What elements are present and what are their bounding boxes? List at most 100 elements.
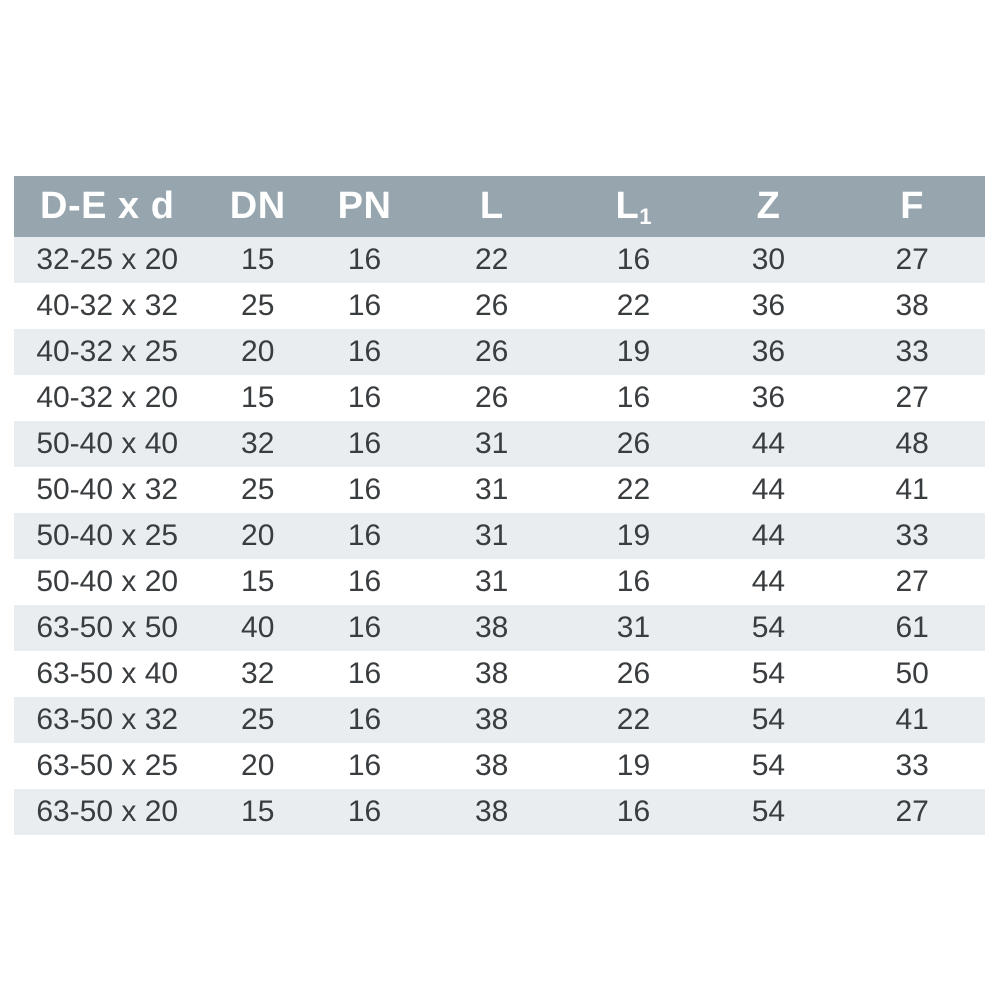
- table-header-row: D-E x d DN PN L L1 Z F: [14, 176, 985, 237]
- value-cell: 54: [697, 697, 840, 743]
- value-cell: 38: [839, 283, 985, 329]
- table-row: 32-25 x 20 15 16 22 16 30 27: [14, 237, 985, 283]
- value-cell: 19: [569, 743, 698, 789]
- value-cell: 44: [697, 421, 840, 467]
- value-cell: 27: [839, 559, 985, 605]
- value-cell: 16: [314, 467, 415, 513]
- table-row: 50-40 x 40 32 16 31 26 44 48: [14, 421, 985, 467]
- table-row: 63-50 x 20 15 16 38 16 54 27: [14, 789, 985, 835]
- column-header-z: Z: [697, 176, 840, 237]
- value-cell: 27: [839, 237, 985, 283]
- value-cell: 22: [569, 467, 698, 513]
- value-cell: 44: [697, 513, 840, 559]
- value-cell: 16: [569, 789, 698, 835]
- column-header-d-e-x-d: D-E x d: [14, 176, 201, 237]
- value-cell: 36: [697, 329, 840, 375]
- value-cell: 26: [414, 329, 570, 375]
- value-cell: 30: [697, 237, 840, 283]
- dimension-cell: 63-50 x 32: [14, 697, 201, 743]
- value-cell: 38: [414, 605, 570, 651]
- value-cell: 31: [569, 605, 698, 651]
- value-cell: 16: [314, 237, 415, 283]
- value-cell: 44: [697, 559, 840, 605]
- table-row: 40-32 x 25 20 16 26 19 36 33: [14, 329, 985, 375]
- table-row: 40-32 x 20 15 16 26 16 36 27: [14, 375, 985, 421]
- dimension-cell: 50-40 x 32: [14, 467, 201, 513]
- value-cell: 22: [569, 283, 698, 329]
- value-cell: 38: [414, 697, 570, 743]
- value-cell: 36: [697, 375, 840, 421]
- value-cell: 31: [414, 513, 570, 559]
- value-cell: 54: [697, 651, 840, 697]
- dimension-cell: 40-32 x 20: [14, 375, 201, 421]
- table-row: 63-50 x 50 40 16 38 31 54 61: [14, 605, 985, 651]
- value-cell: 16: [314, 329, 415, 375]
- column-header-l1: L1: [569, 176, 698, 237]
- table-row: 50-40 x 20 15 16 31 16 44 27: [14, 559, 985, 605]
- table-row: 63-50 x 40 32 16 38 26 54 50: [14, 651, 985, 697]
- value-cell: 16: [314, 375, 415, 421]
- dimension-cell: 63-50 x 50: [14, 605, 201, 651]
- value-cell: 22: [569, 697, 698, 743]
- value-cell: 19: [569, 513, 698, 559]
- table-row: 40-32 x 32 25 16 26 22 36 38: [14, 283, 985, 329]
- value-cell: 16: [569, 375, 698, 421]
- value-cell: 16: [569, 559, 698, 605]
- value-cell: 54: [697, 789, 840, 835]
- value-cell: 19: [569, 329, 698, 375]
- dimension-spec-table: D-E x d DN PN L L1 Z F 32-25 x 20 15 16 22 16 30 27 4…: [14, 176, 985, 835]
- column-header-f: F: [839, 176, 985, 237]
- table-body: 32-25 x 20 15 16 22 16 30 27 40-32 x 32 25 16 26 22…: [14, 237, 985, 835]
- value-cell: 31: [414, 559, 570, 605]
- value-cell: 16: [314, 743, 415, 789]
- subscript: 1: [639, 204, 652, 230]
- table-row: 63-50 x 25 20 16 38 19 54 33: [14, 743, 985, 789]
- dimension-cell: 50-40 x 20: [14, 559, 201, 605]
- value-cell: 16: [314, 651, 415, 697]
- dimension-cell: 63-50 x 25: [14, 743, 201, 789]
- dimension-cell: 50-40 x 25: [14, 513, 201, 559]
- value-cell: 20: [200, 513, 315, 559]
- value-cell: 15: [200, 237, 315, 283]
- value-cell: 26: [414, 375, 570, 421]
- value-cell: 33: [839, 743, 985, 789]
- value-cell: 54: [697, 743, 840, 789]
- value-cell: 38: [414, 651, 570, 697]
- value-cell: 40: [200, 605, 315, 651]
- table-row: 63-50 x 32 25 16 38 22 54 41: [14, 697, 985, 743]
- value-cell: 61: [839, 605, 985, 651]
- value-cell: 26: [569, 421, 698, 467]
- value-cell: 15: [200, 559, 315, 605]
- dimension-cell: 40-32 x 32: [14, 283, 201, 329]
- value-cell: 33: [839, 513, 985, 559]
- spec-table-container: D-E x d DN PN L L1 Z F 32-25 x 20 15 16 22 16 30 27 4…: [14, 176, 985, 835]
- value-cell: 38: [414, 743, 570, 789]
- value-cell: 25: [200, 467, 315, 513]
- dimension-cell: 50-40 x 40: [14, 421, 201, 467]
- value-cell: 54: [697, 605, 840, 651]
- value-cell: 16: [314, 605, 415, 651]
- table-row: 50-40 x 25 20 16 31 19 44 33: [14, 513, 985, 559]
- column-header-pn: PN: [314, 176, 415, 237]
- value-cell: 27: [839, 375, 985, 421]
- value-cell: 16: [314, 283, 415, 329]
- value-cell: 16: [314, 421, 415, 467]
- value-cell: 44: [697, 467, 840, 513]
- value-cell: 20: [200, 743, 315, 789]
- dimension-cell: 32-25 x 20: [14, 237, 201, 283]
- value-cell: 16: [569, 237, 698, 283]
- value-cell: 25: [200, 697, 315, 743]
- column-header-dn: DN: [200, 176, 315, 237]
- value-cell: 25: [200, 283, 315, 329]
- value-cell: 48: [839, 421, 985, 467]
- value-cell: 16: [314, 513, 415, 559]
- table-row: 50-40 x 32 25 16 31 22 44 41: [14, 467, 985, 513]
- value-cell: 27: [839, 789, 985, 835]
- value-cell: 32: [200, 421, 315, 467]
- value-cell: 16: [314, 559, 415, 605]
- column-header-l: L: [414, 176, 570, 237]
- dimension-cell: 40-32 x 25: [14, 329, 201, 375]
- value-cell: 22: [414, 237, 570, 283]
- value-cell: 16: [314, 697, 415, 743]
